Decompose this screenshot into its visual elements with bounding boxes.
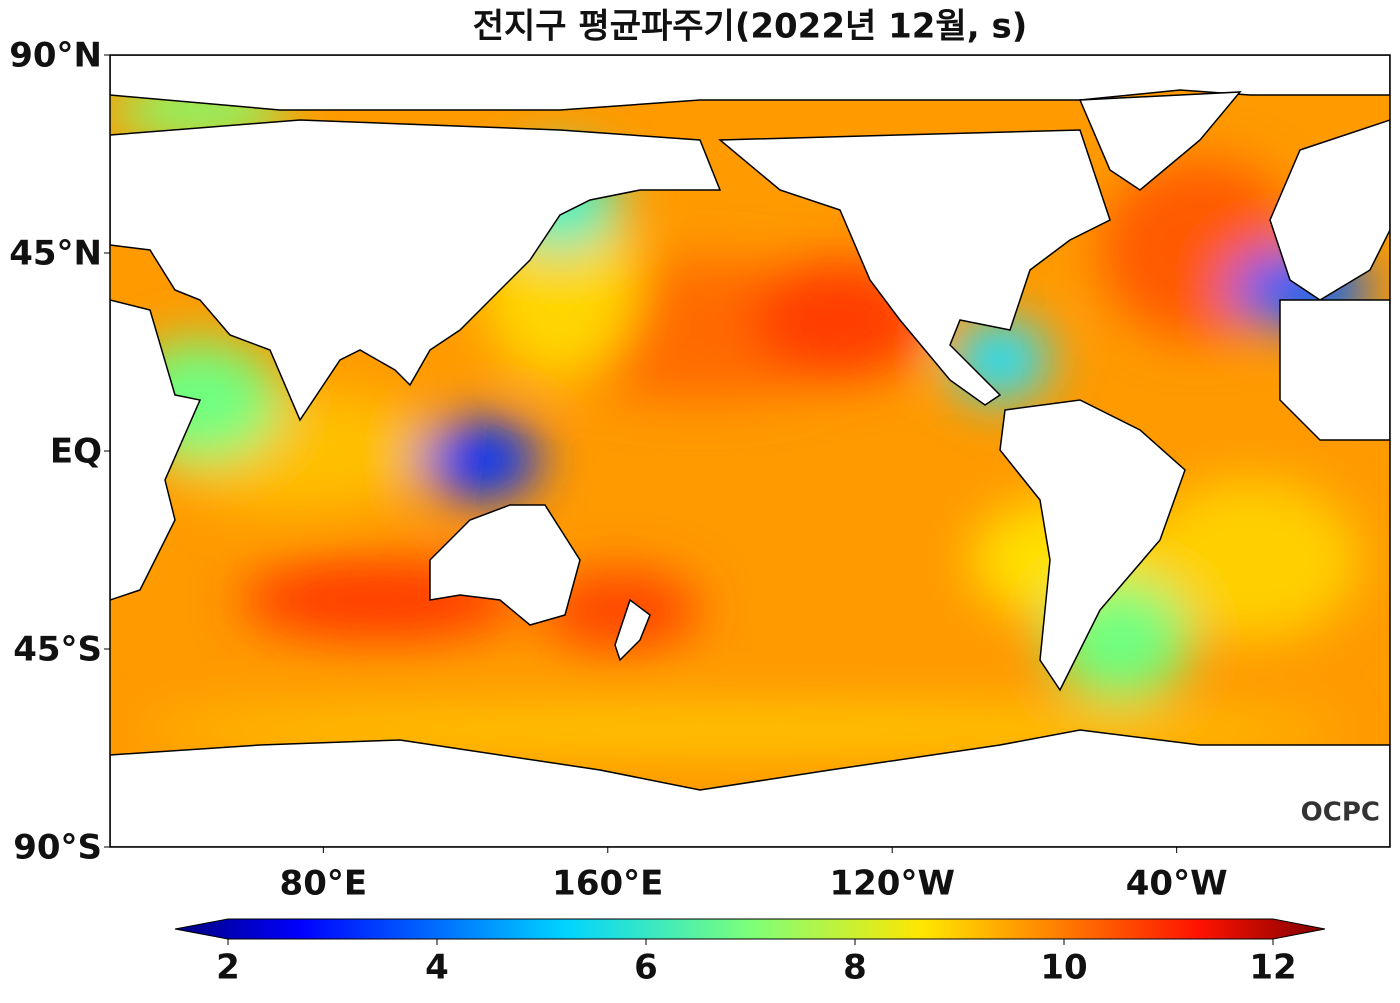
australia <box>429 504 581 626</box>
colorbar-tick-label: 4 <box>425 948 449 988</box>
europe <box>1269 119 1390 301</box>
y-tick-label: 90°N <box>9 36 102 76</box>
y-tick-label: 45°N <box>9 234 102 274</box>
x-tick-label: 120°W <box>829 864 954 904</box>
watermark: OCPC <box>1301 798 1380 828</box>
antarctica <box>110 729 1390 847</box>
colorbar-tick-label: 10 <box>1040 948 1087 988</box>
greenland <box>1078 91 1242 191</box>
colorbar-tick-label: 6 <box>634 948 658 988</box>
north-america <box>717 129 1111 406</box>
y-tick-label: 90°S <box>13 828 102 868</box>
new-zealand <box>614 598 651 662</box>
eurasia <box>110 119 722 422</box>
x-tick-label: 40°W <box>1126 864 1228 904</box>
colorbar-tick-label: 12 <box>1249 948 1296 988</box>
colorbar-tick-label: 2 <box>216 948 240 988</box>
x-tick-label: 160°E <box>552 864 663 904</box>
map-title: 전지구 평균파주기(2022년 12월, s) <box>473 7 1028 47</box>
colorbar <box>174 918 1326 940</box>
y-tick-label: 45°S <box>13 630 102 670</box>
map-field <box>110 55 1390 847</box>
x-tick-label: 80°E <box>280 864 368 904</box>
colorbar-tick-label: 8 <box>843 948 867 988</box>
south-america <box>999 399 1186 692</box>
y-tick-label: EQ <box>50 432 102 472</box>
africa <box>110 299 1390 601</box>
axes: 80°E 160°E 120°W 40°W 90°N 45°N EQ 45°S 90°S 2 4 6 8… <box>9 36 1296 988</box>
